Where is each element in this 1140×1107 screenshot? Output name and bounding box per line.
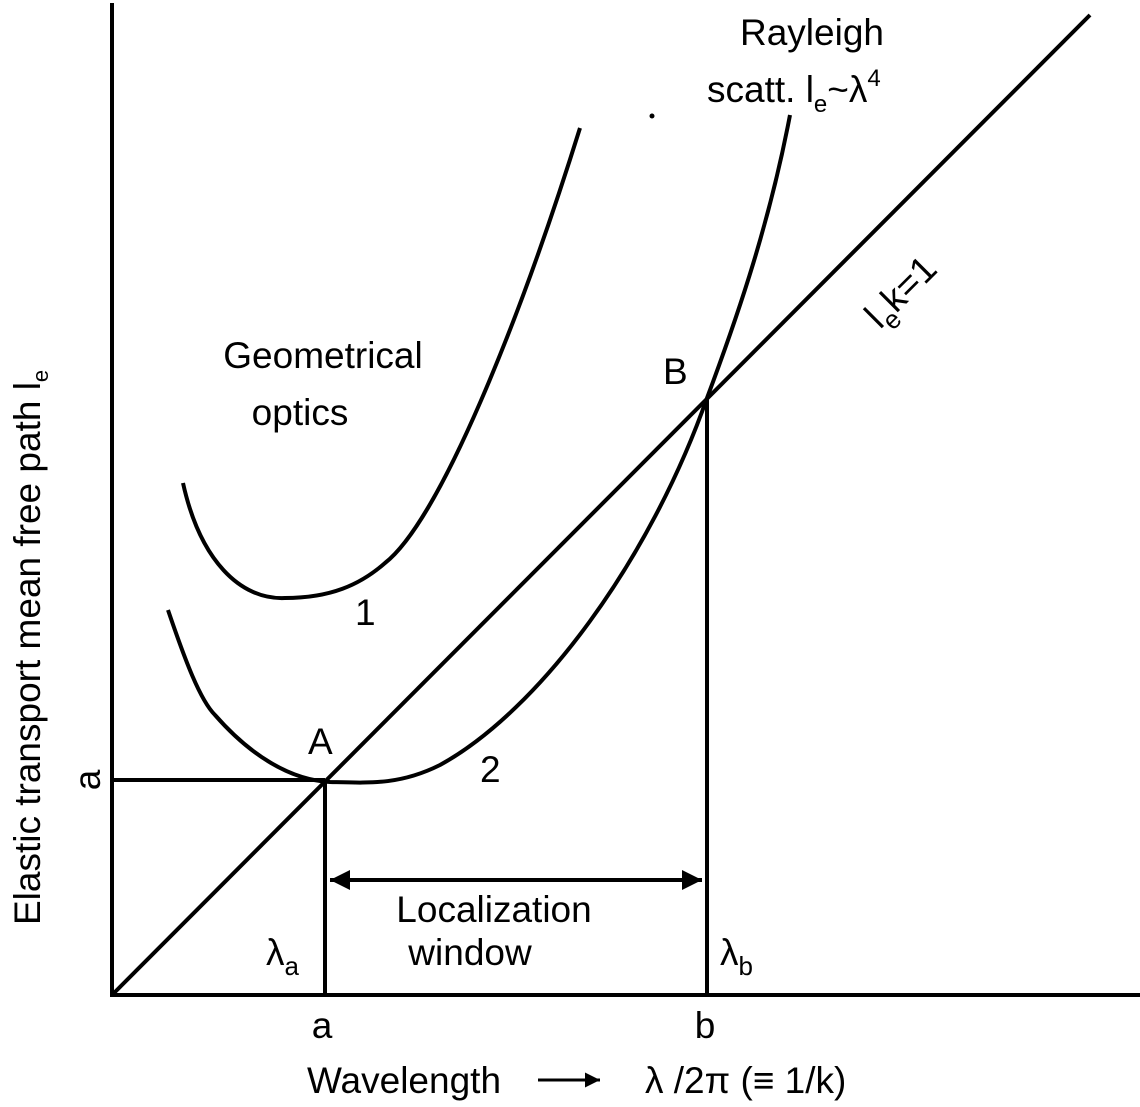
rayleigh-sub: e: [814, 91, 827, 118]
region-line2: optics: [252, 392, 349, 433]
x-tick-a: a: [312, 1005, 333, 1046]
rayleigh-tilde: ~λ: [827, 69, 868, 110]
curve-2: [166, 114, 792, 785]
x-axis-word: Wavelength: [307, 1060, 501, 1101]
y-tick-a: a: [67, 769, 108, 790]
lambda-b-sub: b: [739, 951, 753, 981]
curve-1: [181, 127, 582, 601]
region-line1: Geometrical: [223, 335, 422, 376]
point-a: A: [308, 721, 333, 762]
curve-2-label: 2: [480, 749, 501, 790]
lambda-b-sym: λ: [720, 932, 739, 973]
rayleigh-sup: 4: [867, 65, 880, 92]
y-axis-title: Elastic transport mean free path le: [7, 370, 53, 925]
rayleigh-line2: scatt. le~λ4: [707, 65, 881, 118]
curve-1-label: 1: [355, 592, 376, 633]
diagonal-line: [110, 13, 1092, 997]
window-line1: Localization: [396, 889, 591, 930]
lambda-a-sub: a: [285, 951, 300, 981]
lambda-a-sym: λ: [266, 932, 285, 973]
rayleigh-text: scatt. l: [707, 69, 814, 110]
y-axis-text: Elastic transport mean free path l: [7, 382, 48, 925]
lambda-b: λb: [720, 932, 753, 981]
window-line2: window: [407, 932, 532, 973]
point-b: B: [663, 351, 688, 392]
lambda-a: λa: [266, 932, 300, 981]
dot: [649, 113, 655, 119]
x-axis-expr: λ /2π (≡ 1/k): [645, 1060, 846, 1101]
diagonal-label: lek=1: [857, 248, 951, 342]
rayleigh-line1: Rayleigh: [740, 12, 884, 53]
x-tick-b: b: [695, 1005, 716, 1046]
y-axis-sub: e: [28, 370, 53, 382]
